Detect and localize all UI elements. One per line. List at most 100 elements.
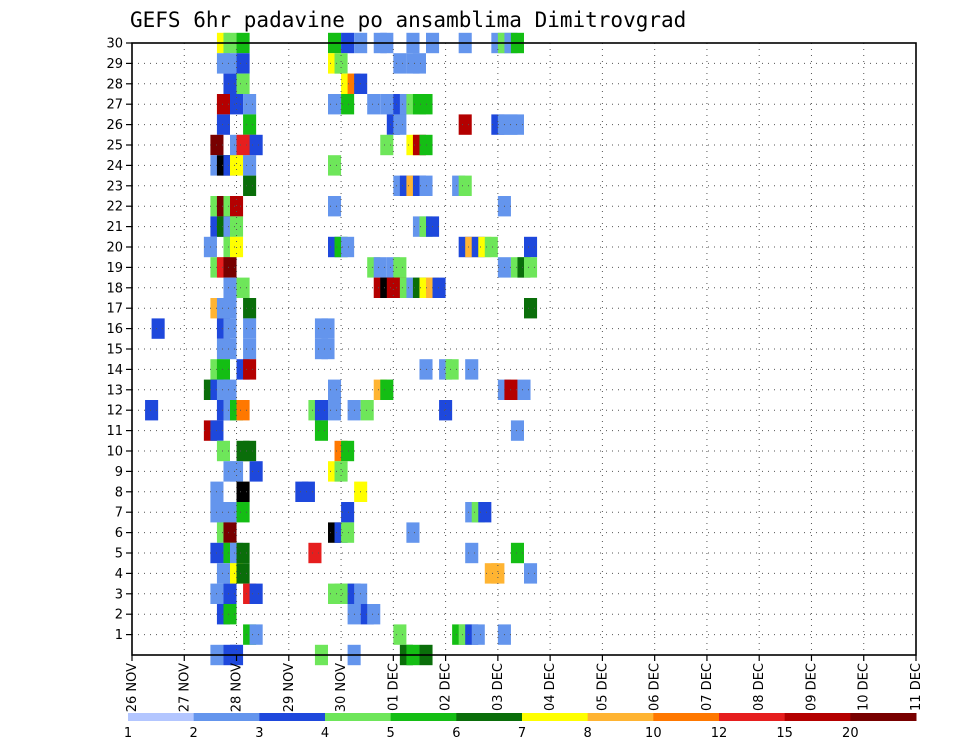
- x-tick-label: 07 DEC: [700, 663, 715, 711]
- heatmap-cell: [243, 440, 257, 462]
- y-tick-label: 20: [106, 241, 123, 256]
- heatmap-cell: [223, 318, 237, 339]
- heatmap-cell: [328, 196, 342, 217]
- legend-swatch: [456, 713, 523, 721]
- legend-label: 5: [387, 726, 395, 741]
- heatmap-cell: [223, 298, 237, 319]
- heatmap-cell: [216, 440, 230, 462]
- heatmap-cell: [328, 155, 342, 176]
- x-tick-label: 28 NOV: [230, 663, 245, 712]
- y-tick-label: 8: [115, 485, 123, 500]
- heatmap-cell: [328, 94, 342, 115]
- x-tick-label: 29 NOV: [282, 663, 297, 712]
- legend-label: 8: [584, 726, 592, 741]
- heatmap-cell: [243, 155, 257, 176]
- y-tick-label: 18: [106, 281, 123, 296]
- heatmap-cell: [367, 604, 381, 625]
- chart-title: GEFS 6hr padavine po ansamblima Dimitrov…: [130, 8, 686, 32]
- y-tick-label: 30: [106, 37, 123, 52]
- y-tick-label: 29: [106, 57, 123, 72]
- x-tick-label: 08 DEC: [752, 663, 767, 711]
- x-tick-label: 04 DEC: [543, 663, 558, 711]
- legend-label: 3: [255, 726, 263, 741]
- heatmap-cell: [314, 400, 328, 421]
- legend-swatch: [259, 713, 326, 721]
- y-tick-label: 6: [115, 526, 123, 541]
- heatmap-cell: [393, 624, 407, 645]
- heatmap-cell: [314, 420, 328, 441]
- heatmap-cell: [328, 400, 342, 421]
- heatmap-cell: [432, 277, 446, 298]
- heatmap-cell: [484, 236, 498, 258]
- heatmap-cell: [223, 502, 237, 523]
- heatmap-cell: [380, 134, 394, 156]
- x-tick-label: 27 NOV: [177, 663, 192, 712]
- heatmap-cell: [380, 379, 394, 400]
- legend: 1 2 3 4 5 6 7 8 10 12 15 20: [124, 713, 917, 741]
- x-tick-label: 06 DEC: [648, 663, 663, 711]
- heatmap-cell: [328, 379, 342, 400]
- plot-frame: [131, 42, 917, 656]
- heatmap-cell: [249, 134, 263, 156]
- heatmap-cell: [510, 542, 524, 564]
- y-tick-label: 12: [106, 404, 123, 419]
- legend-label: 10: [645, 726, 662, 741]
- y-tick-label: 15: [106, 343, 123, 358]
- heatmap-cell: [243, 298, 257, 319]
- heatmap-cell: [216, 359, 230, 380]
- heatmap-cell: [223, 604, 237, 625]
- heatmap-cell: [321, 338, 335, 360]
- y-tick-label: 25: [106, 139, 123, 154]
- legend-label: 15: [776, 726, 793, 741]
- heatmap-cell: [243, 94, 257, 115]
- legend-swatch: [719, 713, 786, 721]
- y-tick-label: 24: [106, 159, 123, 174]
- heatmap-cell: [524, 257, 538, 278]
- heatmap-cell: [524, 236, 538, 258]
- heatmap-cell: [406, 522, 420, 543]
- axis-layer: 1234567891011121314151617181920212223242…: [106, 37, 924, 713]
- heatmap-cell: [243, 175, 257, 196]
- y-tick-label: 22: [106, 200, 123, 215]
- heatmap-cell: [151, 318, 165, 339]
- heatmap-cell: [471, 624, 485, 645]
- heatmap-cell: [230, 216, 244, 237]
- x-tick-label: 02 DEC: [439, 663, 454, 711]
- legend-label: 2: [190, 726, 198, 741]
- heatmap-cell: [223, 379, 237, 400]
- y-tick-label: 26: [106, 118, 123, 133]
- heatmap-cell: [243, 338, 257, 360]
- heatmap-cell: [243, 359, 257, 380]
- legend-swatch: [784, 713, 851, 721]
- heatmap-cell: [243, 318, 257, 339]
- heatmap-cell: [223, 583, 237, 604]
- legend-swatch: [128, 713, 195, 721]
- heatmap-cell: [458, 114, 472, 135]
- heatmap-cell: [308, 542, 322, 564]
- y-tick-label: 11: [106, 424, 123, 439]
- legend-swatch: [850, 713, 917, 721]
- legend-swatch: [522, 713, 589, 721]
- heatmap-cell: [341, 236, 355, 258]
- y-tick-label: 19: [106, 261, 123, 276]
- heatmap-cell: [230, 155, 244, 176]
- heatmap-cell: [341, 440, 355, 462]
- legend-swatch: [325, 713, 392, 721]
- heatmap-cell: [223, 277, 237, 298]
- heatmap-cell: [236, 563, 250, 584]
- heatmap-cell: [223, 338, 237, 360]
- x-tick-label: 10 DEC: [857, 663, 872, 711]
- heatmap-cell: [510, 114, 524, 135]
- heatmap-cell: [236, 73, 250, 94]
- legend-swatch: [390, 713, 457, 721]
- heatmap-cell: [367, 94, 381, 115]
- heatmap-cell: [321, 318, 335, 339]
- grid-layer: [132, 42, 916, 655]
- y-tick-label: 13: [106, 383, 123, 398]
- heatmap-cell: [230, 196, 244, 217]
- legend-label: 20: [842, 726, 859, 741]
- heatmap-cell: [412, 53, 426, 74]
- heatmap-cell: [301, 481, 315, 502]
- heatmap-cell: [465, 359, 479, 380]
- heatmap-cell: [216, 94, 230, 115]
